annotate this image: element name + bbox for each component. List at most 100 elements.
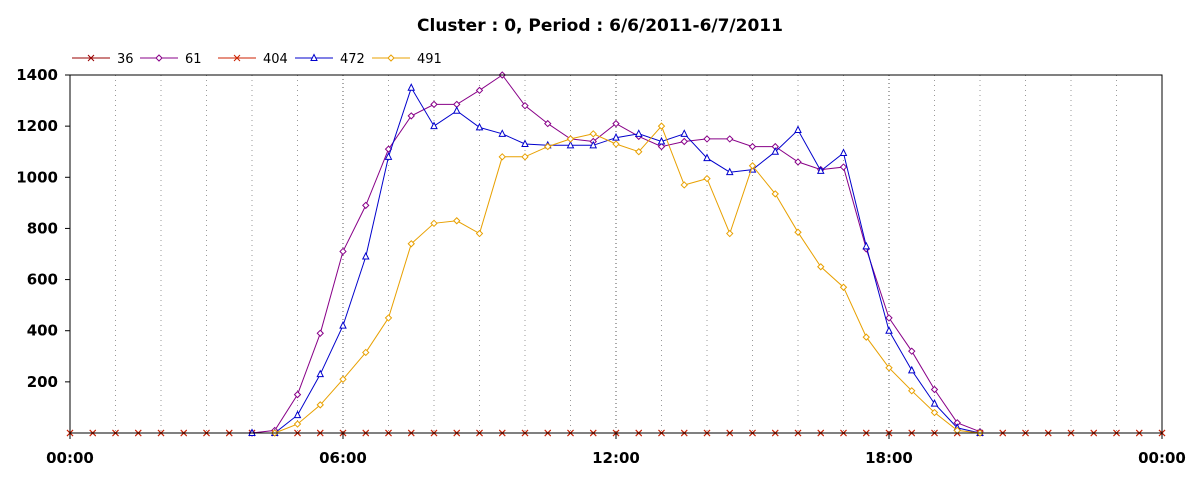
data-point xyxy=(475,122,484,131)
data-point xyxy=(293,410,302,419)
data-point xyxy=(589,140,598,149)
y-tick-label: 200 xyxy=(27,373,58,391)
data-point xyxy=(544,142,552,151)
data-point xyxy=(612,119,620,128)
data-point xyxy=(635,148,643,156)
legend-label: 404 xyxy=(263,52,288,67)
y-tick-label: 1400 xyxy=(16,66,58,84)
legend-item-472: 472 xyxy=(295,52,365,67)
data-point xyxy=(475,86,484,95)
legend-item-36: 36 xyxy=(72,52,134,67)
data-point xyxy=(771,190,779,198)
data-point xyxy=(839,148,848,156)
data-point xyxy=(316,329,324,337)
data-point xyxy=(430,219,438,228)
legend-marker xyxy=(155,54,163,62)
legend-marker xyxy=(310,53,318,61)
data-point xyxy=(817,263,825,271)
data-point xyxy=(521,101,529,110)
data-point xyxy=(384,314,393,322)
data-point xyxy=(407,240,415,248)
data-point xyxy=(885,326,893,334)
legend-item-61: 61 xyxy=(140,52,202,67)
data-point xyxy=(680,137,688,146)
data-point xyxy=(930,398,939,407)
data-point xyxy=(771,147,780,155)
data-point xyxy=(339,320,347,329)
grid xyxy=(115,75,1117,433)
data-point xyxy=(293,420,302,428)
data-point xyxy=(657,136,666,145)
data-point xyxy=(316,369,325,378)
data-point xyxy=(498,129,507,137)
data-point xyxy=(316,401,324,409)
data-point xyxy=(361,251,370,260)
y-tick-label: 1000 xyxy=(16,168,58,186)
data-point xyxy=(634,129,643,137)
legend-label: 472 xyxy=(340,52,365,67)
data-point xyxy=(384,152,393,160)
x-tick-label: 00:00 xyxy=(1138,449,1186,467)
y-tick-label: 600 xyxy=(27,271,58,289)
data-point xyxy=(794,228,802,236)
data-point xyxy=(612,133,620,141)
data-point xyxy=(521,153,529,161)
data-point xyxy=(430,121,438,130)
data-point xyxy=(930,385,939,394)
data-point xyxy=(907,365,916,374)
data-point xyxy=(657,142,666,151)
x-tick-label: 12:00 xyxy=(592,449,640,467)
y-tick-label: 800 xyxy=(27,219,58,237)
data-point xyxy=(475,229,484,238)
data-point xyxy=(703,135,711,143)
data-point xyxy=(589,130,597,138)
series-61 xyxy=(248,71,984,437)
data-point xyxy=(362,201,370,210)
data-point xyxy=(703,153,711,162)
legend-label: 491 xyxy=(417,52,442,67)
series-line-491 xyxy=(274,125,981,434)
data-point xyxy=(885,314,893,322)
legend-label: 61 xyxy=(185,52,202,67)
data-point xyxy=(339,247,347,256)
legend-marker xyxy=(387,54,395,62)
data-point xyxy=(839,163,848,171)
data-point xyxy=(498,153,506,161)
x-tick-label: 18:00 xyxy=(865,449,913,467)
data-point xyxy=(657,122,666,130)
legend-label: 36 xyxy=(117,52,134,67)
y-tick-label: 1200 xyxy=(16,117,58,135)
data-point xyxy=(362,348,370,357)
data-point xyxy=(726,135,734,143)
data-point xyxy=(839,283,848,291)
legend-marker xyxy=(233,54,241,62)
data-point xyxy=(930,408,939,417)
data-point xyxy=(726,229,734,238)
data-point xyxy=(407,112,415,120)
data-point xyxy=(293,390,302,399)
series-layer xyxy=(66,71,1166,437)
data-point xyxy=(339,375,347,384)
x-tick-label: 00:00 xyxy=(46,449,94,467)
data-point xyxy=(794,125,802,133)
data-point xyxy=(725,167,734,176)
data-point xyxy=(794,158,802,166)
series-491 xyxy=(271,122,984,437)
data-point xyxy=(703,174,711,183)
data-point xyxy=(680,129,689,137)
data-point xyxy=(885,364,893,372)
data-point xyxy=(521,139,529,148)
data-point xyxy=(680,181,688,189)
legend-item-491: 491 xyxy=(372,52,442,67)
data-point xyxy=(748,162,757,170)
y-tick-label: 400 xyxy=(27,322,58,340)
legend-marker xyxy=(87,54,95,62)
data-point xyxy=(407,83,416,91)
data-point xyxy=(862,333,870,341)
data-point xyxy=(384,145,393,153)
legend: 36 61 404 472 491 xyxy=(72,52,442,67)
data-point xyxy=(862,241,871,250)
legend-item-404: 404 xyxy=(218,52,288,67)
chart-title: Cluster : 0, Period : 6/6/2011-6/7/2011 xyxy=(417,16,783,36)
